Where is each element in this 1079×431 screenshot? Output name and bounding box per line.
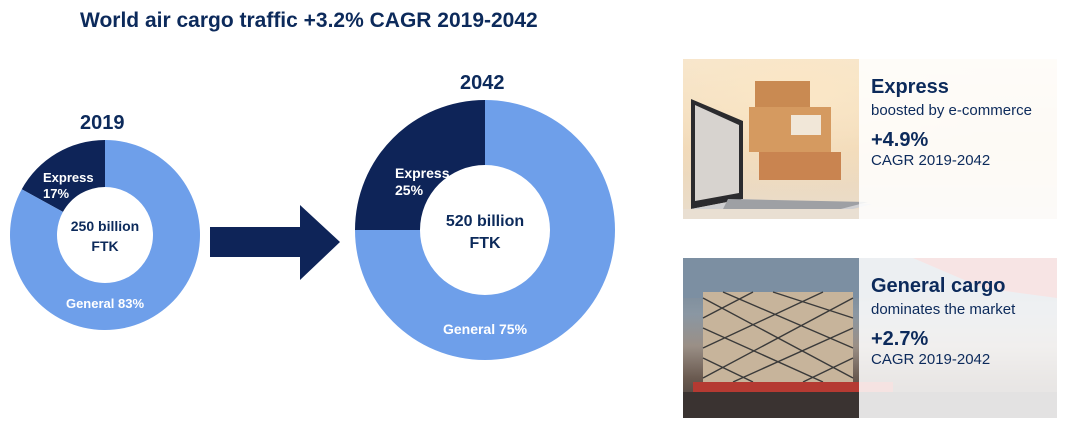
year-2042-label: 2042 <box>460 72 505 94</box>
express-heading: Express <box>871 76 949 98</box>
donut-2019-slice-general <box>10 140 200 330</box>
express-period: CAGR 2019-2042 <box>871 152 991 169</box>
laptop-parcels-illustration <box>683 81 873 219</box>
general-cargo-period: CAGR 2019-2042 <box>871 351 991 368</box>
general-cargo-subheading: dominates the market <box>871 301 1016 318</box>
donut-2042-percent-express: 25% <box>395 182 424 198</box>
page-title: World air cargo traffic +3.2% CAGR 2019-… <box>80 9 538 32</box>
donut-2019-center-value: 250 billion <box>71 218 139 234</box>
donut-2019-label-general: General 83% <box>66 296 144 311</box>
donut-2019-slice-express <box>21 140 105 212</box>
donut-2042-label-general: General 75% <box>443 321 528 337</box>
express-subheading: boosted by e-commerce <box>871 102 1032 119</box>
donut-2042-slice-express <box>355 100 485 230</box>
growth-arrow-icon <box>210 205 340 280</box>
donut-2019-percent-express: 17% <box>43 186 69 201</box>
donut-2042-center-unit: FTK <box>469 235 501 252</box>
donut-2042-slice-general <box>355 100 615 360</box>
express-rate: +4.9% <box>871 129 929 151</box>
donut-2019-label-express: Express <box>43 170 94 185</box>
general-cargo-info-panel: General cargo dominates the market +2.7%… <box>859 258 1057 418</box>
express-card: Express boosted by e-commerce +4.9% CAGR… <box>683 59 1057 219</box>
general-cargo-card: General cargo dominates the market +2.7%… <box>683 258 1057 418</box>
donut-2019-center-unit: FTK <box>91 238 118 254</box>
year-2019-label: 2019 <box>80 112 125 134</box>
general-cargo-rate: +2.7% <box>871 328 929 350</box>
donut-2042-center-value: 520 billion <box>446 213 524 230</box>
donut-2042-label-express: Express <box>395 165 450 181</box>
express-info-panel: Express boosted by e-commerce +4.9% CAGR… <box>859 59 1057 219</box>
general-cargo-heading: General cargo <box>871 275 1006 297</box>
